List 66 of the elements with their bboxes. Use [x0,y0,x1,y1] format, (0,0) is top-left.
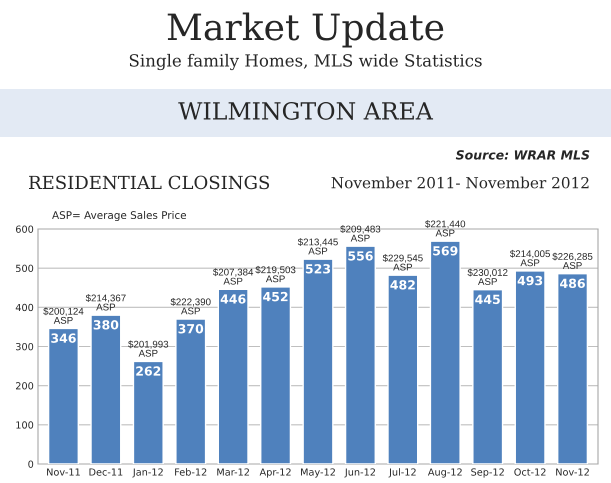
chart-subtitle: Single family Homes, MLS wide Statistics [130,54,482,70]
annotation: $200,124 ASP [43,307,84,324]
annotation: $226,285 ASP [552,252,592,269]
annotation: $213,445 ASP [298,238,338,254]
bar [514,270,546,464]
x-tick-label: Jul-12 [388,468,416,478]
y-tick-label: 600 [16,225,34,233]
bar [557,272,588,464]
data-label: 380 [94,320,118,330]
text: WILMINGTON AREA [178,102,434,120]
bar [90,314,122,464]
bar [302,258,334,464]
x-tick-label: Nov-12 [556,468,589,476]
data-label: 556 [348,251,373,261]
annotation: $207,384 ASP [212,268,254,285]
data-label: 523 [306,264,330,274]
data-label: 493 [518,276,542,286]
text: November 2011- November 2012 [332,176,588,188]
bar [48,328,79,464]
y-tick-label: 300 [16,342,34,350]
y-tick-label: 0 [28,460,34,468]
x-tick-label: Jun-12 [344,468,375,478]
x-tick-label: Mar-12 [217,468,249,476]
x-tick-label: May-12 [301,468,335,478]
data-label: 486 [560,278,585,288]
y-tick-label: 400 [16,304,34,312]
y-tick-label: 100 [16,421,34,429]
annotation: $214,367 ASP [86,294,126,310]
text: RESIDENTIAL CLOSINGS [28,176,270,190]
y-tick-label: 200 [16,382,34,390]
bar [175,318,206,464]
bar [430,240,461,464]
bar [218,288,249,464]
x-tick-label: Oct-12 [514,468,546,476]
annotation: $222,390 ASP [170,298,211,314]
source-note: Source: WRAR MLS [456,150,590,160]
bar [387,274,418,464]
data-label: 452 [263,292,288,302]
annotation: $219,503 ASP [255,266,296,282]
data-label: 445 [475,294,500,304]
x-tick-label: Jan-12 [132,468,163,478]
data-label: 569 [433,246,458,256]
x-tick-label: Apr-12 [260,468,291,478]
x-tick-label: Dec-11 [89,468,122,476]
data-label: 446 [220,294,246,304]
x-tick-label: Sep-12 [471,468,504,478]
annotation: $214,005 ASP [510,250,550,266]
data-label: 370 [178,324,204,334]
bar [132,360,164,464]
chart-title: Market Update [168,12,444,48]
data-label: 482 [390,280,415,290]
annotation: $221,440 ASP [425,220,466,236]
x-tick-label: Feb-12 [175,468,206,476]
x-tick-label: Aug-12 [428,468,462,478]
y-tick-label: 500 [16,264,34,272]
bar [260,286,292,464]
annotation: $209,483 ASP [340,225,380,242]
text: ASP= Average Sales Price [52,210,186,222]
x-tick-label: Nov-11 [47,468,80,476]
bar [344,246,376,464]
annotation: $230,012 ASP [468,268,508,286]
data-label: 346 [51,333,76,343]
annotation: $229,545 ASP [382,254,423,271]
data-label: 262 [136,366,160,376]
bar [472,289,504,464]
annotation: $201,993 ASP [128,340,168,357]
